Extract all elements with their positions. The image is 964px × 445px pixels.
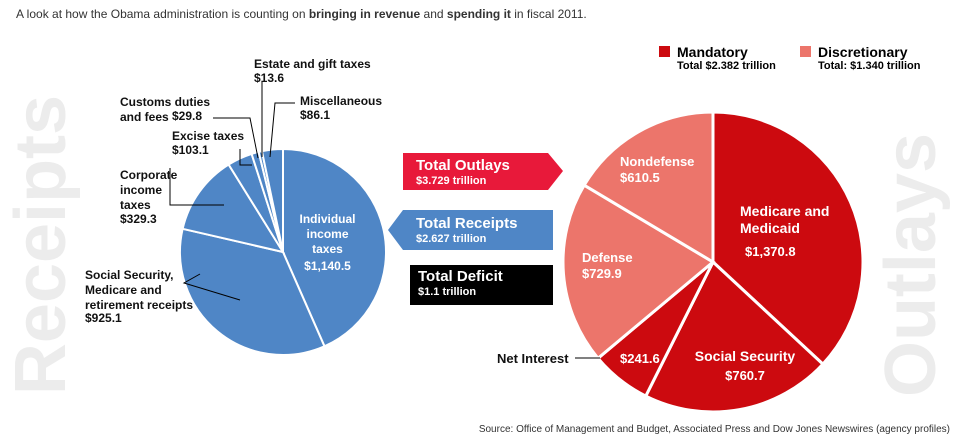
slice-label: Customs duties and fees: [120, 95, 211, 124]
arrow-right: [403, 153, 563, 190]
value-label: $103.1: [172, 143, 209, 157]
subtitle-part: spending it: [446, 7, 511, 21]
pie-slice: [561, 183, 716, 361]
total-label: Total Receipts: [416, 215, 518, 232]
total-label: Total Deficit: [418, 268, 503, 285]
pie-slice: [582, 110, 715, 265]
slice-label: Defense: [582, 250, 633, 265]
pie-slice: [643, 259, 826, 414]
subtitle-part: in fiscal 2011.: [510, 7, 587, 21]
slice-label: Net Interest: [497, 351, 569, 366]
legend-item: Discretionary Total: $1.340 trillion: [818, 44, 921, 72]
subtitle-part: and: [420, 7, 447, 21]
slice-label: Nondefense: [620, 154, 695, 169]
total-amount: $1.1 trillion: [418, 286, 477, 298]
box: [410, 265, 553, 305]
pie-slice: [282, 147, 387, 348]
total-amount: $2.627 trillion: [416, 233, 487, 245]
legend-total: Total $2.382 trillion: [677, 60, 776, 72]
slice-label: Miscellaneous: [300, 94, 383, 108]
slice-label: Social Security, Medicare and retirement…: [85, 268, 194, 312]
slice-label: Individual income taxes: [299, 212, 356, 256]
value-label: $29.8: [172, 109, 203, 123]
leader-line: [239, 149, 252, 166]
legend-swatch: [800, 46, 811, 57]
value-label: $329.3: [120, 212, 157, 226]
total-amount: $3.729 trillion: [416, 175, 487, 187]
subtitle-part: A look at how the Obama administration i…: [16, 7, 309, 21]
subtitle: A look at how the Obama administration i…: [16, 7, 587, 21]
total: Total Deficit $1.1 trillion: [418, 268, 503, 299]
watermark: Outlays: [871, 133, 951, 397]
legend-name: Mandatory: [677, 44, 748, 60]
value-label: $241.6: [620, 351, 660, 366]
legend-total: Total: $1.340 trillion: [818, 60, 921, 72]
slice-label: Social Security: [694, 348, 796, 364]
value-label: $86.1: [300, 108, 331, 122]
pie-slice: [179, 227, 326, 356]
slice-label: Corporate income taxes: [120, 168, 178, 212]
value-label: $610.5: [620, 170, 660, 185]
pie-slice: [711, 110, 865, 367]
leader-line: [182, 273, 241, 301]
legend-name: Discretionary: [818, 44, 908, 60]
leader-line: [169, 168, 224, 206]
total: Total Outlays $3.729 trillion: [416, 157, 510, 188]
legend-swatch: [659, 46, 670, 57]
total: Total Receipts $2.627 trillion: [416, 215, 517, 246]
value-label: $760.7: [725, 368, 765, 383]
total-label: Total Outlays: [416, 157, 510, 174]
value-label: $1,370.8: [745, 244, 796, 259]
leader-line: [269, 102, 295, 158]
legend-item: Mandatory Total $2.382 trillion: [677, 44, 776, 72]
value-label: $1,140.5: [304, 259, 351, 273]
arrow-left: [388, 210, 553, 250]
value-label: $729.9: [582, 266, 622, 281]
leader-line: [213, 117, 259, 159]
pie-slice: [181, 163, 286, 254]
slice-label: Medicare and Medicaid: [740, 203, 830, 236]
value-label: $13.6: [254, 71, 285, 85]
value-label: $925.1: [85, 311, 122, 325]
watermark: Receipts: [1, 95, 81, 395]
slice-label: Estate and gift taxes: [254, 57, 371, 71]
source: Source: Office of Management and Budget,…: [478, 424, 950, 435]
slice-label: Excise taxes: [172, 129, 245, 143]
subtitle-part: bringing in revenue: [308, 7, 421, 21]
